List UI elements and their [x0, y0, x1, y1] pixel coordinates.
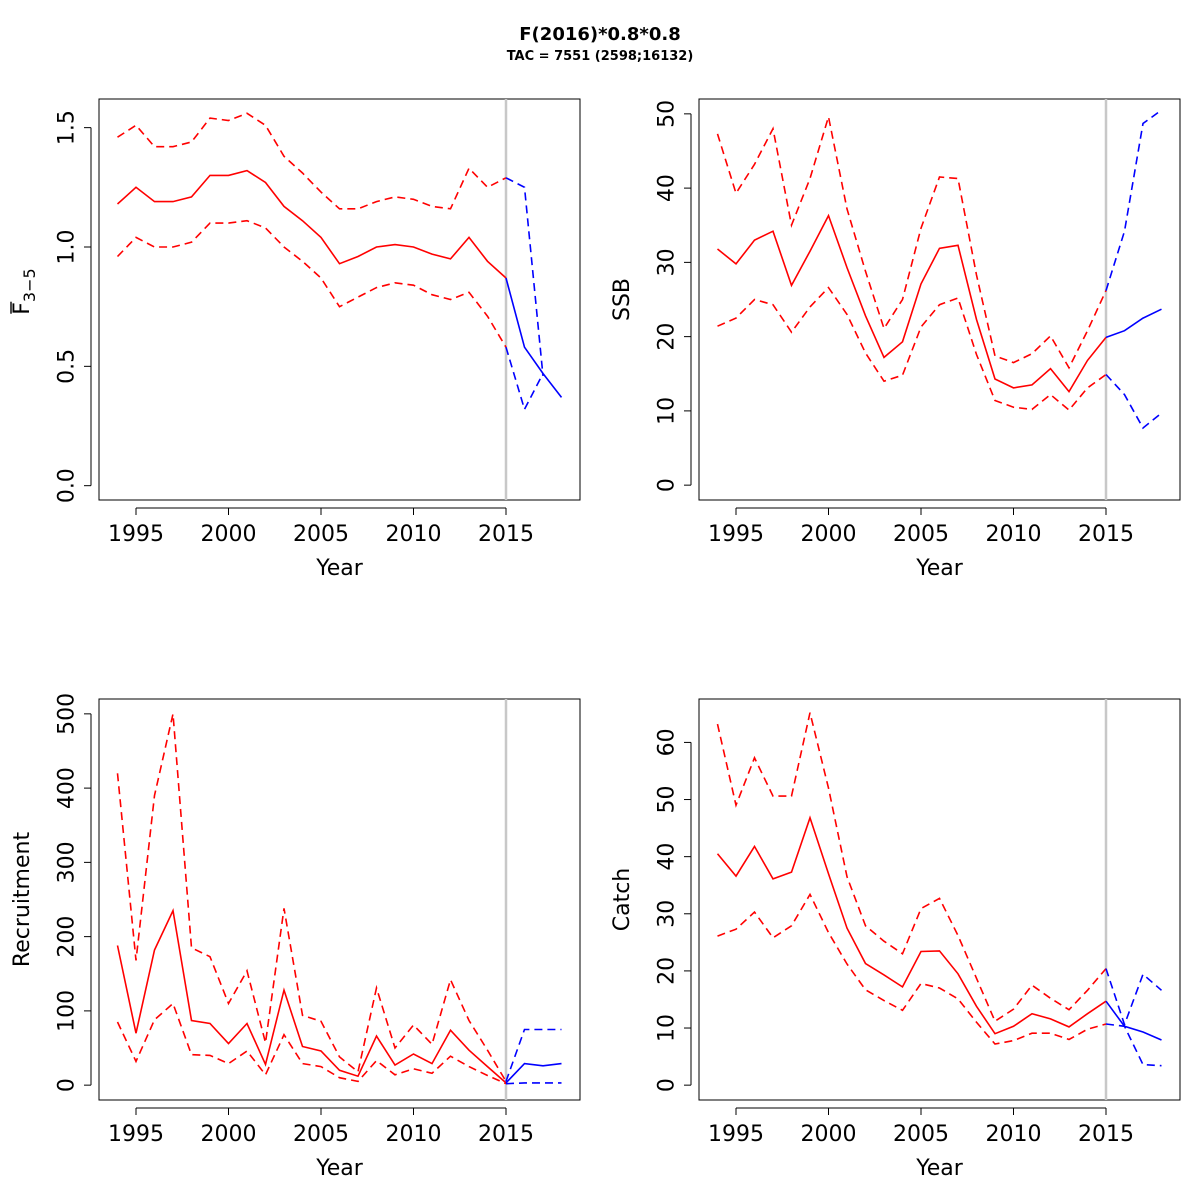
y-tick-label: 0: [655, 478, 680, 492]
y-tick-label: 10: [655, 397, 680, 425]
x-tick-label: 2000: [201, 522, 257, 547]
x-tick-label: 2005: [893, 1122, 949, 1147]
figure-title: F(2016)*0.8*0.8: [519, 24, 680, 45]
history-upper-ci-line: [116, 713, 507, 1082]
history-upper-ci-line: [716, 712, 1107, 1023]
panel-fbar: 1995 2000 2005 2010 2015 Year 0.0 0.5 1.0 1.5 F3−5: [10, 98, 581, 581]
history-upper-ci-line: [117, 112, 507, 210]
panel-recruitment: 1995 2000 2005 2010 2015 Year 0 100 200 300 400 500…: [10, 693, 581, 1181]
y-tick-label: 50: [655, 786, 680, 814]
forecast-upper-ci-line: [1105, 968, 1163, 1028]
y-axis-label-main: F: [10, 302, 35, 315]
x-tick-label: 2015: [1078, 1122, 1134, 1147]
x-tick-label: 2010: [386, 1122, 442, 1147]
forecast-lower-ci-line: [505, 346, 544, 412]
forecast-lower-ci-line: [1105, 1023, 1162, 1067]
y-tick-label: 40: [655, 174, 680, 202]
y-tick-label: 1.5: [55, 110, 80, 145]
x-tick-label: 2000: [801, 522, 857, 547]
y-tick-label: 0.0: [55, 468, 80, 503]
history-lower-ci-line: [116, 219, 507, 348]
history-lower-ci-line: [717, 892, 1107, 1045]
y-tick-label: 1.0: [55, 229, 80, 264]
y-tick-label: 50: [655, 100, 680, 128]
y-axis-label-subscript: 3−5: [20, 268, 39, 302]
y-tick-label: 20: [655, 323, 680, 351]
x-axis-label: Year: [915, 1156, 964, 1181]
y-tick-label: 40: [655, 843, 680, 871]
x-tick-label: 1995: [708, 522, 764, 547]
x-tick-label: 2000: [801, 1122, 857, 1147]
forecast-upper-ci-line: [505, 1028, 562, 1082]
forecast-upper-ci-line: [505, 177, 544, 376]
y-axis-label: SSB: [610, 278, 635, 321]
history-estimate-line: [716, 213, 1107, 394]
x-tick-label: 2005: [293, 522, 349, 547]
history-upper-ci-line: [716, 116, 1107, 370]
x-tick-label: 2010: [386, 522, 442, 547]
y-tick-label: 10: [655, 1014, 680, 1042]
panel-ssb: 1995 2000 2005 2010 2015 Year 0 10 20 30 40 50 SSB: [610, 98, 1181, 581]
history-estimate-line: [716, 815, 1107, 1035]
y-tick-label: 500: [55, 693, 80, 735]
y-tick-label: 400: [55, 767, 80, 809]
x-tick-label: 2005: [293, 1122, 349, 1147]
plot-frame: [698, 98, 1181, 501]
y-tick-label: 60: [655, 728, 680, 756]
x-tick-label: 2015: [1078, 522, 1134, 547]
y-tick-label: 30: [655, 900, 680, 928]
x-tick-label: 2010: [986, 1122, 1042, 1147]
y-tick-label: 30: [655, 248, 680, 276]
plot-frame: [698, 698, 1181, 1101]
y-tick-label: 20: [655, 957, 680, 985]
history-lower-ci-line: [717, 286, 1107, 412]
x-tick-label: 1995: [708, 1122, 764, 1147]
x-axis-label: Year: [915, 556, 964, 581]
x-tick-label: 2015: [478, 1122, 534, 1147]
y-axis-label: Catch: [610, 868, 635, 932]
x-tick-label: 2015: [478, 522, 534, 547]
y-axis-label: F3−5: [10, 268, 39, 314]
history-estimate-line: [116, 907, 507, 1084]
forecast-lower-ci-line: [505, 1082, 562, 1085]
figure-subtitle: TAC = 7551 (2598;16132): [507, 49, 694, 64]
forecast-lower-ci-line: [1105, 373, 1163, 430]
forecast-estimate-line: [1105, 1000, 1162, 1041]
plot-frame: [98, 698, 581, 1101]
y-tick-label: 200: [55, 916, 80, 958]
x-tick-label: 2010: [986, 522, 1042, 547]
plot-frame: [98, 98, 581, 501]
y-tick-label: 300: [55, 841, 80, 883]
x-axis-label: Year: [315, 1156, 364, 1181]
y-tick-label: 100: [55, 990, 80, 1032]
forecast-estimate-line: [505, 277, 563, 398]
x-tick-label: 1995: [108, 522, 164, 547]
y-tick-label: 0: [655, 1078, 680, 1092]
y-tick-label: 0: [55, 1078, 80, 1092]
history-lower-ci-line: [116, 1002, 507, 1085]
forecast-estimate-line: [1105, 308, 1162, 339]
panel-catch: 1995 2000 2005 2010 2015 Year 0 10 20 30 40 50 60 Cat…: [610, 698, 1181, 1181]
x-tick-label: 2000: [201, 1122, 257, 1147]
x-tick-label: 1995: [108, 1122, 164, 1147]
y-axis-label: Recruitment: [10, 832, 35, 968]
forecast-estimate-line: [505, 1062, 562, 1084]
y-tick-label: 0.5: [55, 349, 80, 384]
history-estimate-line: [116, 169, 507, 279]
forecast-upper-ci-line: [1105, 109, 1162, 291]
x-axis-label: Year: [315, 556, 364, 581]
x-tick-label: 2005: [893, 522, 949, 547]
